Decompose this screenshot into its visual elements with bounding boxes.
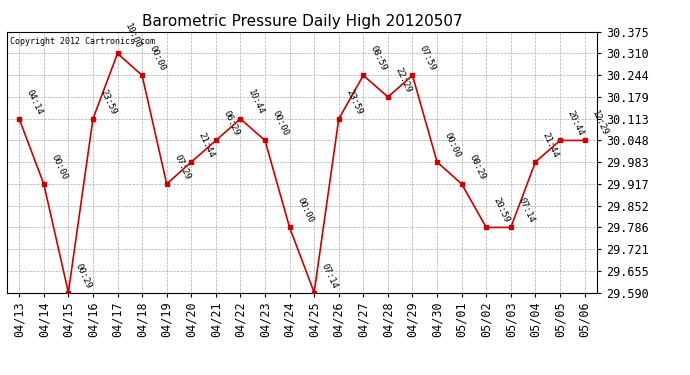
Text: Copyright 2012 Cartronics.com: Copyright 2012 Cartronics.com xyxy=(10,37,155,46)
Text: 23:59: 23:59 xyxy=(99,88,118,116)
Text: 20:44: 20:44 xyxy=(566,110,585,138)
Text: 23:59: 23:59 xyxy=(344,88,364,116)
Title: Barometric Pressure Daily High 20120507: Barometric Pressure Daily High 20120507 xyxy=(141,14,462,29)
Text: 10:00: 10:00 xyxy=(123,22,143,51)
Text: 22:29: 22:29 xyxy=(393,66,413,94)
Text: 08:59: 08:59 xyxy=(369,44,388,73)
Text: 07:14: 07:14 xyxy=(516,196,536,225)
Text: 00:00: 00:00 xyxy=(295,196,315,225)
Text: 00:00: 00:00 xyxy=(148,44,167,73)
Text: 20:59: 20:59 xyxy=(492,196,511,225)
Text: 04:14: 04:14 xyxy=(25,88,44,116)
Text: 06:29: 06:29 xyxy=(221,110,241,138)
Text: 07:14: 07:14 xyxy=(319,261,339,290)
Text: 00:00: 00:00 xyxy=(270,110,290,138)
Text: 07:29: 07:29 xyxy=(172,153,192,181)
Text: 21:44: 21:44 xyxy=(197,131,217,159)
Text: 00:00: 00:00 xyxy=(49,153,69,181)
Text: 07:59: 07:59 xyxy=(418,44,437,73)
Text: 10:44: 10:44 xyxy=(246,88,266,116)
Text: 12:29: 12:29 xyxy=(590,110,610,138)
Text: 08:29: 08:29 xyxy=(467,153,486,181)
Text: 21:44: 21:44 xyxy=(541,131,560,159)
Text: 00:29: 00:29 xyxy=(74,261,93,290)
Text: 00:00: 00:00 xyxy=(442,131,462,159)
